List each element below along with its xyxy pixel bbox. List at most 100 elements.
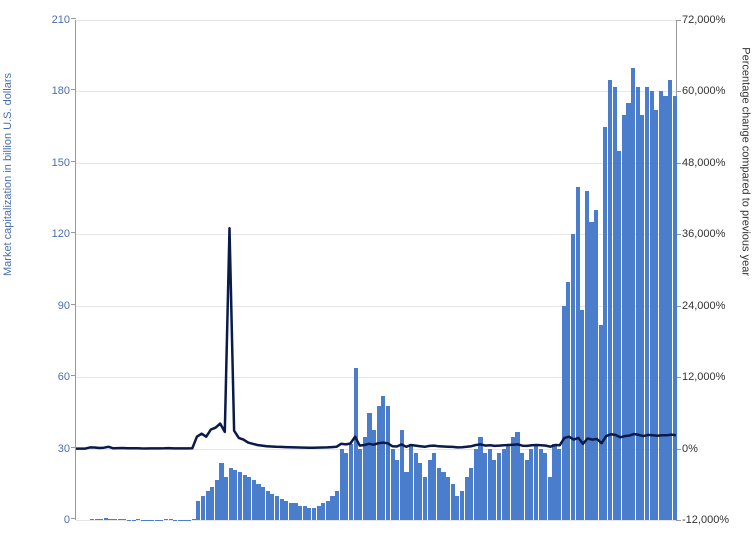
bar — [529, 449, 533, 520]
bar — [298, 506, 302, 520]
bar — [455, 496, 459, 520]
right-axis-label: Percentage change compared to previous y… — [740, 47, 752, 276]
bar — [363, 437, 367, 520]
bar — [502, 449, 506, 520]
bar — [270, 494, 274, 520]
bar — [243, 475, 247, 520]
left-axis-tick: 0 — [64, 514, 70, 526]
bar — [534, 444, 538, 520]
right-axis-tick: 48,000% — [682, 157, 725, 169]
right-axis-tick: 36,000% — [682, 228, 725, 240]
bar — [418, 463, 422, 520]
bar — [636, 87, 640, 520]
bar — [201, 496, 205, 520]
chart-container: Market capitalization in billion U.S. do… — [0, 0, 754, 560]
bar — [557, 449, 561, 520]
bar — [645, 87, 649, 520]
bar — [344, 453, 348, 520]
bar — [423, 477, 427, 520]
bar — [164, 519, 168, 520]
bar-series — [76, 20, 676, 520]
bar — [488, 449, 492, 520]
bar — [312, 508, 316, 520]
bar — [210, 487, 214, 520]
bar — [247, 477, 251, 520]
bar — [576, 187, 580, 520]
bar — [585, 191, 589, 520]
left-axis-tick: 150 — [52, 157, 70, 169]
bar — [441, 472, 445, 520]
bar — [136, 519, 140, 520]
bar — [229, 468, 233, 520]
bar — [113, 519, 117, 520]
bar — [552, 444, 556, 520]
bar — [108, 519, 112, 520]
plot-area: 0306090120150180210 -12,000%0%12,000%24,… — [75, 20, 677, 520]
bar — [566, 282, 570, 520]
bar — [446, 477, 450, 520]
bar — [233, 470, 237, 520]
bar — [613, 87, 617, 520]
bar — [367, 413, 371, 520]
bar — [543, 453, 547, 520]
bar — [358, 449, 362, 520]
bar — [654, 110, 658, 520]
bar — [631, 68, 635, 520]
right-axis-tick: 24,000% — [682, 300, 725, 312]
bar — [603, 127, 607, 520]
bar — [617, 151, 621, 520]
right-axis-tick: 12,000% — [682, 371, 725, 383]
bar — [409, 444, 413, 520]
bar — [622, 115, 626, 520]
bar — [608, 80, 612, 520]
bar — [335, 491, 339, 520]
bar — [451, 484, 455, 520]
bar — [437, 468, 441, 520]
bar — [326, 501, 330, 520]
bar — [330, 496, 334, 520]
left-axis-label: Market capitalization in billion U.S. do… — [2, 73, 14, 276]
left-axis-tick: 180 — [52, 85, 70, 97]
bar — [650, 91, 654, 520]
bar — [548, 477, 552, 520]
bar — [256, 484, 260, 520]
bar — [354, 368, 358, 520]
bar — [562, 306, 566, 520]
bar — [104, 518, 108, 520]
bar — [95, 519, 99, 520]
bar — [525, 460, 529, 520]
bar — [340, 449, 344, 520]
bar — [414, 453, 418, 520]
bar — [381, 396, 385, 520]
bar — [465, 477, 469, 520]
bar — [349, 444, 353, 520]
bar — [99, 519, 103, 520]
bar — [432, 453, 436, 520]
bar — [506, 444, 510, 520]
left-axis-tick: 120 — [52, 228, 70, 240]
bar — [640, 115, 644, 520]
bar — [280, 499, 284, 520]
bar — [663, 96, 667, 520]
bar — [275, 496, 279, 520]
bar — [469, 468, 473, 520]
bar — [196, 501, 200, 520]
bar — [478, 437, 482, 520]
bar — [307, 508, 311, 520]
bar — [192, 519, 196, 520]
bar — [515, 432, 519, 520]
bar — [395, 460, 399, 520]
left-axis-tick: 210 — [52, 14, 70, 26]
bar — [589, 222, 593, 520]
bar — [668, 80, 672, 520]
bar — [404, 472, 408, 520]
bar — [377, 406, 381, 520]
bar — [122, 519, 126, 520]
bar — [169, 519, 173, 520]
bar — [238, 472, 242, 520]
right-axis-tick: -12,000% — [682, 514, 729, 526]
bar — [594, 210, 598, 520]
bar — [673, 96, 677, 520]
right-axis-tick: 60,000% — [682, 85, 725, 97]
bar — [599, 325, 603, 520]
